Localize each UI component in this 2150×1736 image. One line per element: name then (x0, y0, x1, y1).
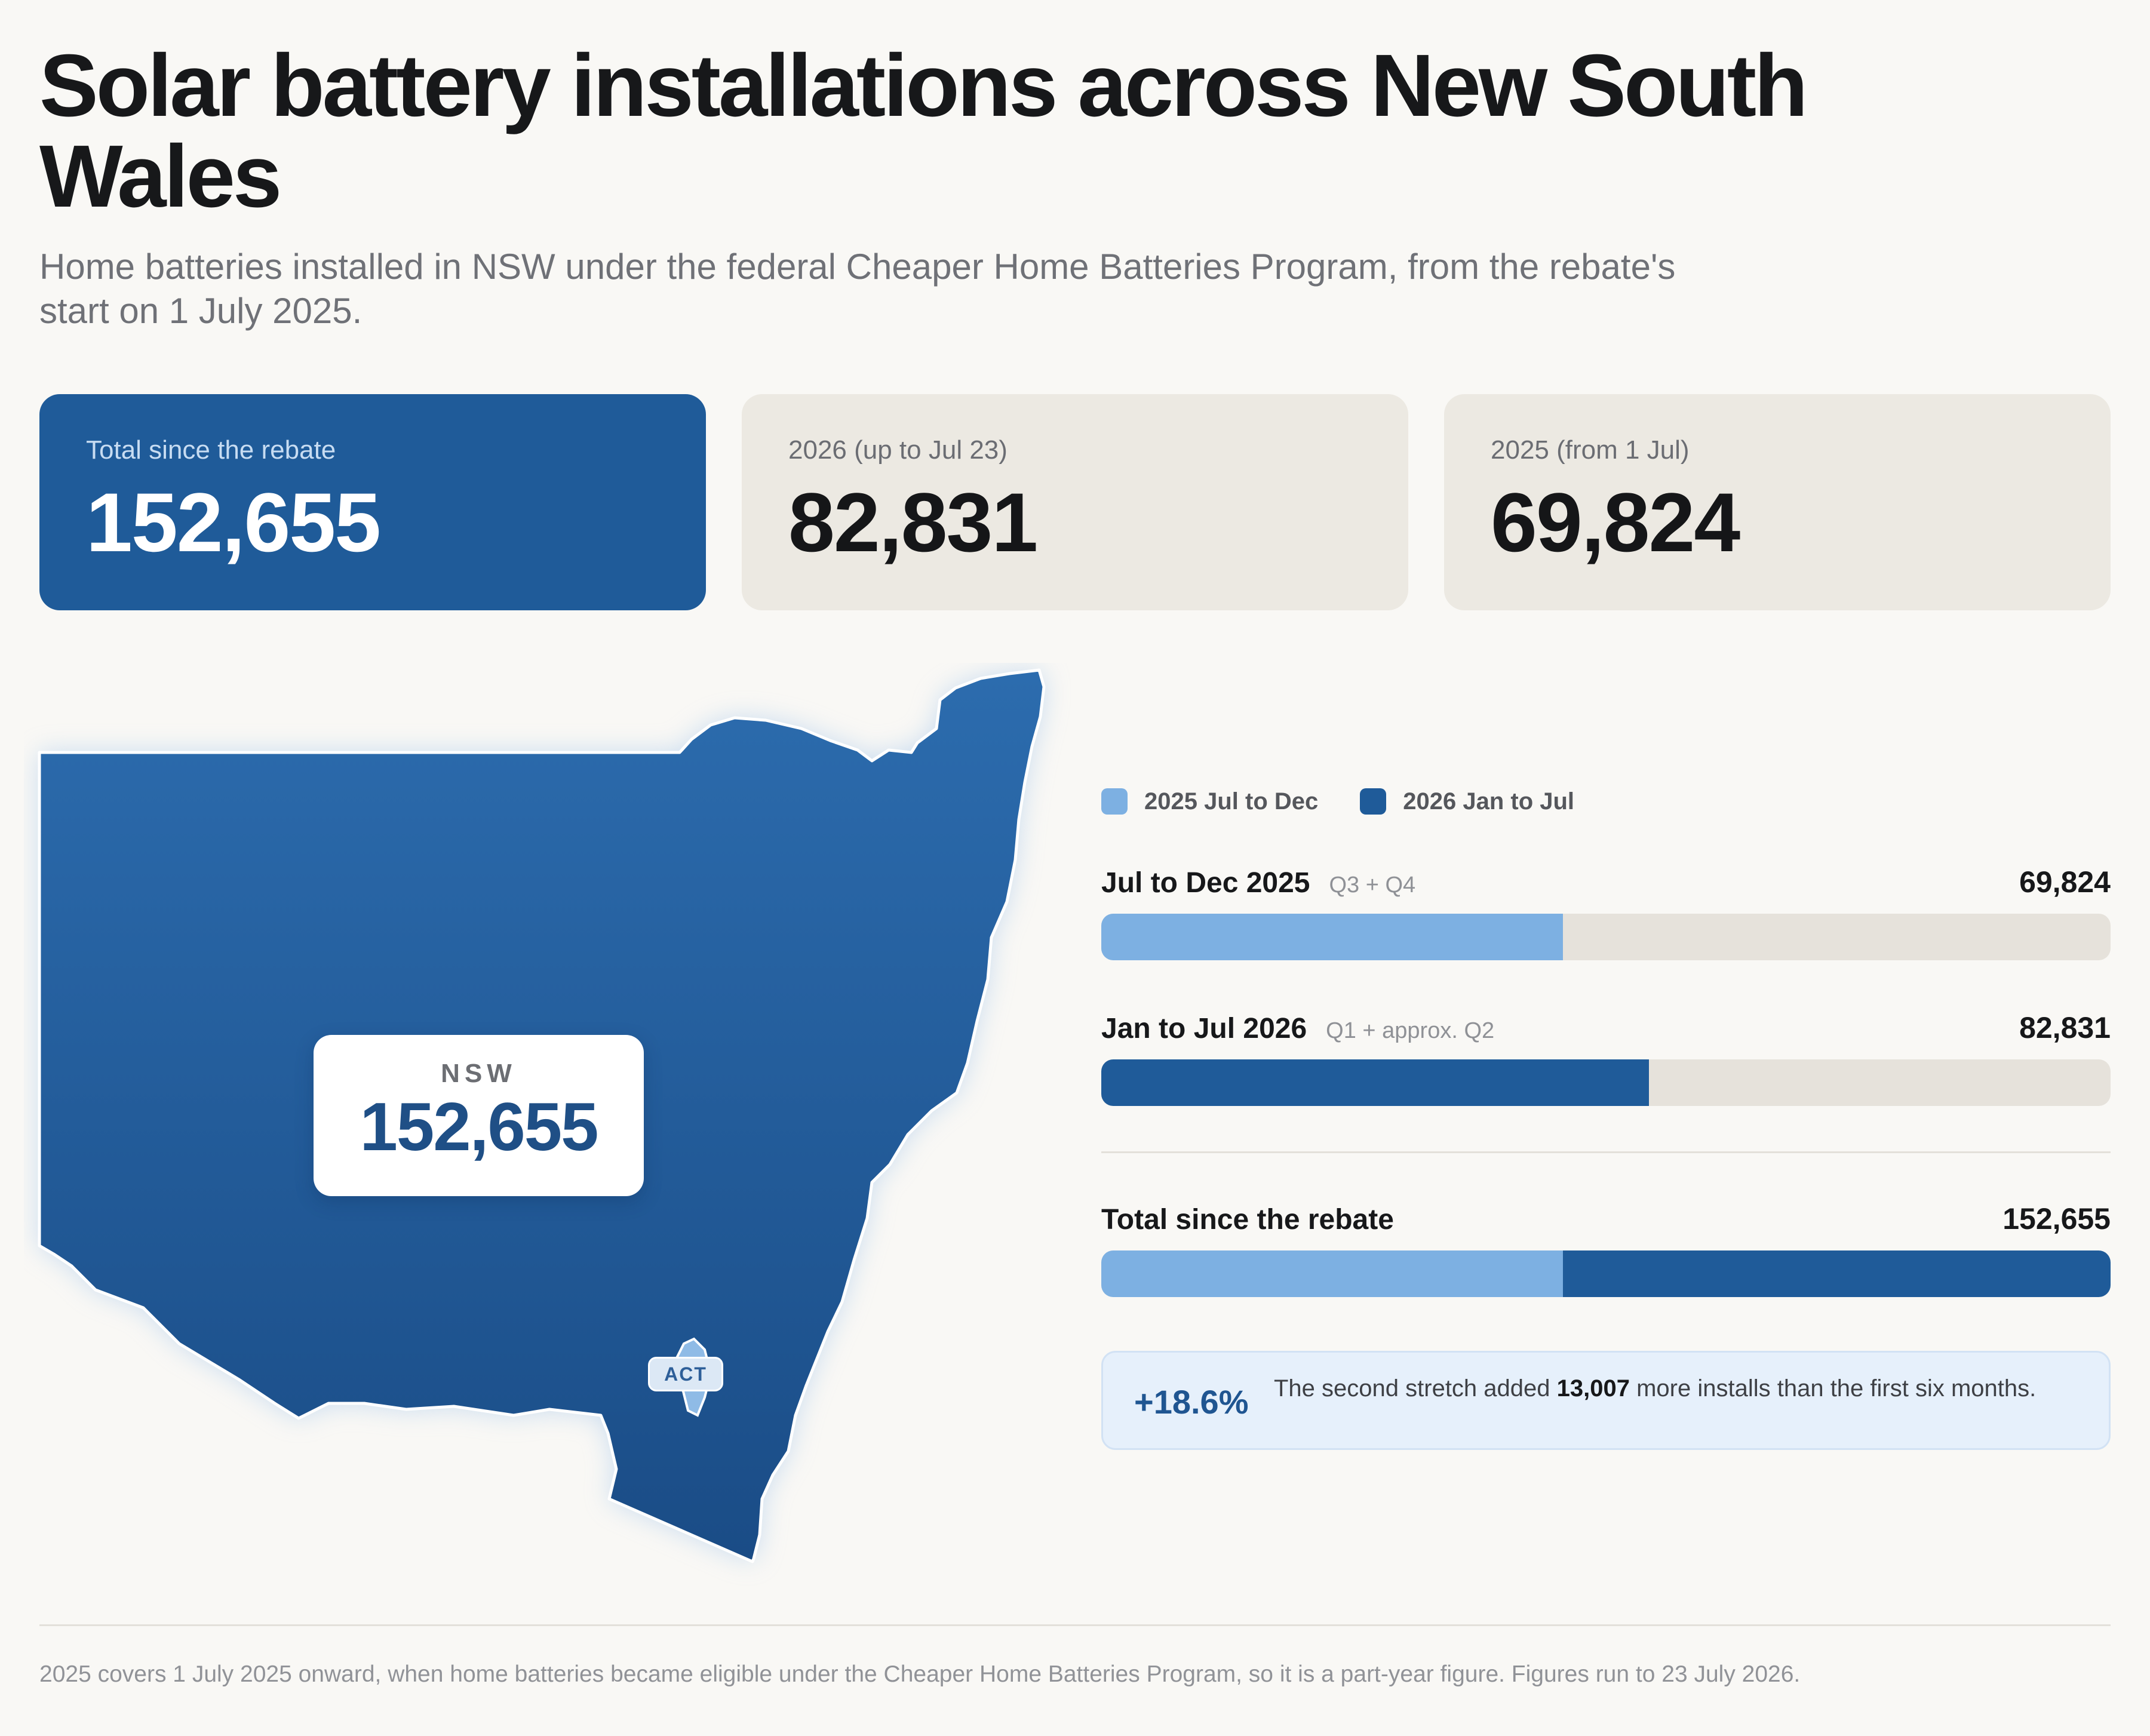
kpi-total-card: Total since the rebate 152,655 (39, 394, 706, 610)
kpi-2026-value: 82,831 (788, 475, 1038, 569)
chart-legend: 2025 Jul to Dec 2026 Jan to Jul (1101, 783, 1616, 819)
bar-row-2025-title-wrap: Jul to Dec 2025 Q3 + Q4 (1101, 867, 1415, 899)
growth-pct: +18.6% (1134, 1383, 1249, 1421)
bar-row-2025-sub: Q3 + Q4 (1329, 872, 1416, 898)
bar-row-2025-value: 69,824 (2019, 865, 2111, 899)
act-label: ACT (648, 1357, 723, 1391)
bar-track-2025 (1101, 914, 2111, 960)
bar-total-value: 152,655 (2002, 1202, 2111, 1236)
bar-row-2025-label: Jul to Dec 2025 (1101, 867, 1310, 899)
bar-row-2026-header: Jan to Jul 2026 Q1 + approx. Q2 82,831 (1101, 1003, 2111, 1045)
legend-swatch-2026 (1360, 788, 1387, 815)
kpi-2025-value: 69,824 (1491, 475, 1740, 569)
kpi-2026-label: 2026 (up to Jul 23) (788, 435, 1008, 465)
kpi-2026-card: 2026 (up to Jul 23) 82,831 (742, 394, 1408, 610)
page-title: Solar battery installations across New S… (39, 36, 1808, 226)
page-subtitle: Home batteries installed in NSW under th… (39, 247, 1676, 331)
kpi-2025-label: 2025 (from 1 Jul) (1491, 435, 1690, 465)
chart-divider (1101, 1151, 2111, 1153)
bar-track-2026 (1101, 1059, 2111, 1106)
kpi-total-label: Total since the rebate (86, 435, 336, 465)
bar-row-2026-title-wrap: Jan to Jul 2026 Q1 + approx. Q2 (1101, 1012, 1494, 1045)
footnote: 2025 covers 1 July 2025 onward, when hom… (39, 1661, 1801, 1687)
bar-row-2026-label: Jan to Jul 2026 (1101, 1013, 1307, 1044)
legend-label-2026: 2026 Jan to Jul (1403, 788, 1575, 815)
bar-total-segment-2025 (1101, 1250, 1563, 1297)
bar-row-2026-value: 82,831 (2019, 1011, 2111, 1044)
growth-text-before: The second stretch added (1274, 1375, 1557, 1402)
kpi-2025-card: 2025 (from 1 Jul) 69,824 (1444, 394, 2111, 610)
legend-item-2026: 2026 Jan to Jul (1360, 788, 1574, 815)
bar-total-header: Total since the rebate 152,655 (1101, 1194, 2111, 1236)
growth-callout: +18.6% The second stretch added 13,007 m… (1101, 1351, 2111, 1450)
bar-2025 (1101, 914, 1563, 960)
legend-label-2025: 2025 Jul to Dec (1144, 788, 1319, 815)
legend-item-2025: 2025 Jul to Dec (1101, 788, 1318, 815)
bar-2026 (1101, 1059, 1649, 1106)
nsw-total-value: 152,655 (360, 1089, 598, 1165)
nsw-abbr-label: NSW (441, 1059, 517, 1088)
bar-row-2026-sub: Q1 + approx. Q2 (1326, 1018, 1495, 1043)
footer-rule (39, 1624, 2111, 1626)
nsw-total-card: NSW 152,655 (314, 1035, 644, 1196)
growth-text: The second stretch added 13,007 more ins… (1274, 1374, 2074, 1403)
growth-text-after: more installs than the first six months. (1629, 1375, 2037, 1402)
kpi-total-value: 152,655 (86, 475, 381, 569)
bar-total-segment-2026 (1563, 1250, 2111, 1297)
growth-text-bold: 13,007 (1556, 1375, 1630, 1402)
bar-row-2025-header: Jul to Dec 2025 Q3 + Q4 69,824 (1101, 858, 2111, 899)
bar-track-total (1101, 1250, 2111, 1297)
bar-total-label: Total since the rebate (1101, 1204, 1394, 1236)
legend-swatch-2025 (1101, 788, 1128, 815)
